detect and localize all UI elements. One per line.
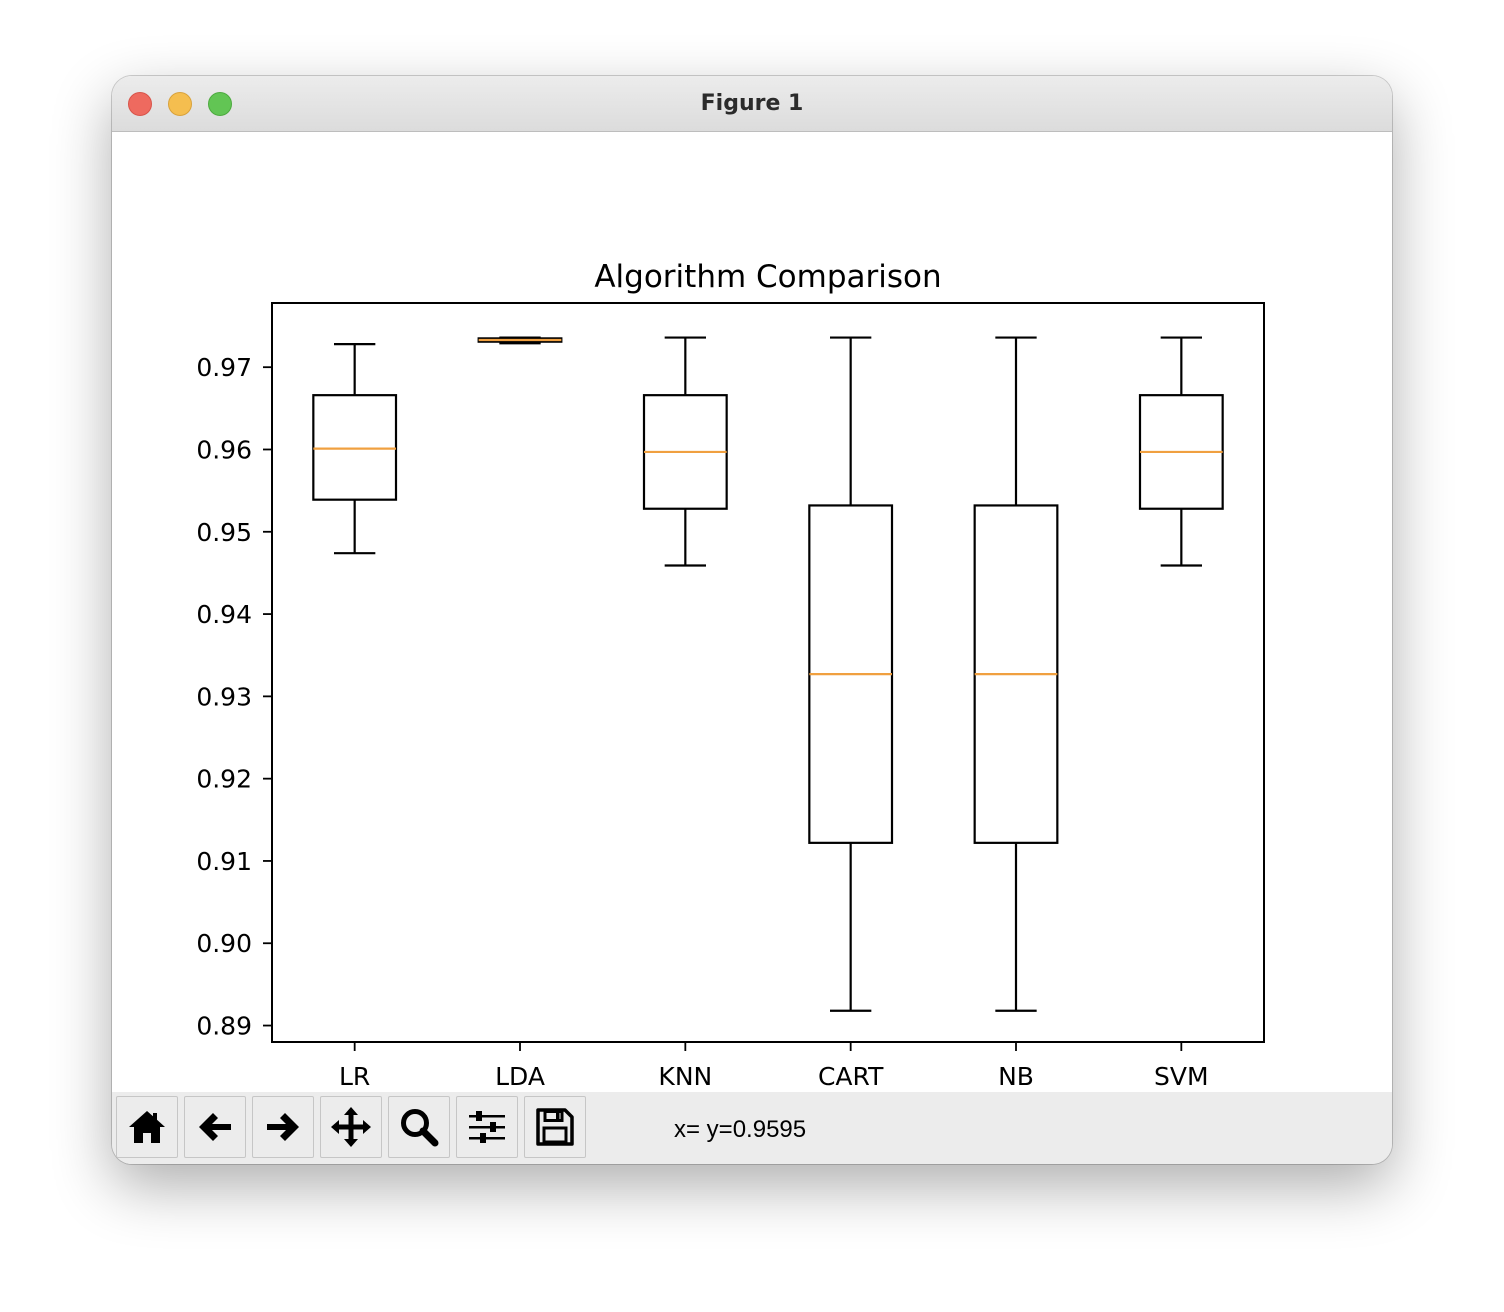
chart-title: Algorithm Comparison: [594, 259, 941, 295]
home-button[interactable]: [116, 1096, 178, 1158]
sliders-icon: [469, 1111, 505, 1143]
y-tick-label: 0.96: [196, 435, 252, 464]
x-tick-label-lda: LDA: [495, 1062, 545, 1091]
save-button[interactable]: [524, 1096, 586, 1158]
plot-area-frame: [271, 302, 1265, 1043]
title-bar[interactable]: Figure 1: [112, 76, 1392, 132]
home-icon: [129, 1111, 165, 1143]
forward-button[interactable]: [252, 1096, 314, 1158]
back-button[interactable]: [184, 1096, 246, 1158]
y-tick-label: 0.97: [196, 353, 252, 382]
y-tick-label: 0.95: [196, 518, 252, 547]
y-tick-label: 0.89: [196, 1012, 252, 1041]
y-tick-label: 0.94: [196, 600, 252, 629]
close-button[interactable]: [128, 92, 152, 116]
move-icon: [331, 1107, 371, 1147]
configure-subplots-button[interactable]: [456, 1096, 518, 1158]
y-tick-label: 0.91: [196, 847, 252, 876]
y-tick-label: 0.92: [196, 765, 252, 794]
arrow-right-icon: [267, 1113, 299, 1141]
x-tick-label-svm: SVM: [1154, 1062, 1209, 1091]
cursor-coordinates: x= y=0.9595: [674, 1116, 807, 1143]
y-tick-label: 0.93: [196, 682, 252, 711]
box-plot-chart: Algorithm Comparison 0.89 0.90 0.91 0.92 0.93…: [196, 259, 1265, 1091]
zoom-window-button[interactable]: [208, 92, 232, 116]
arrow-left-icon: [199, 1113, 231, 1141]
x-tick-label-knn: KNN: [658, 1062, 712, 1091]
window-title: Figure 1: [700, 91, 804, 116]
x-tick-label-lr: LR: [339, 1062, 370, 1091]
figure-canvas[interactable]: Algorithm Comparison 0.89 0.90 0.91 0.92 0.93…: [112, 132, 1392, 1092]
navigation-toolbar: x= y=0.9595: [112, 1092, 1392, 1164]
minimize-button[interactable]: [168, 92, 192, 116]
x-tick-label-cart: CART: [818, 1062, 884, 1091]
floppy-disk-icon: [536, 1108, 574, 1146]
magnifier-icon: [401, 1109, 439, 1147]
x-tick-label-nb: NB: [998, 1062, 1034, 1091]
figure-window: Figure 1 Algorithm Comparison 0.89 0.90 0.9…: [112, 76, 1392, 1164]
box-lr: [312, 394, 398, 501]
y-tick-label: 0.90: [196, 929, 252, 958]
zoom-button[interactable]: [388, 1096, 450, 1158]
pan-button[interactable]: [320, 1096, 382, 1158]
